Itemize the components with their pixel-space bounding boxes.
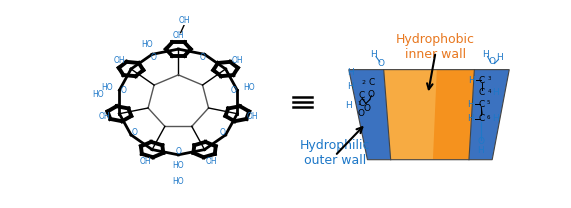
Text: O: O	[151, 53, 156, 62]
Text: O: O	[231, 87, 236, 95]
Text: HO: HO	[244, 83, 255, 92]
Text: HO: HO	[172, 161, 184, 170]
Text: H: H	[370, 50, 377, 59]
Text: 1: 1	[357, 101, 361, 106]
Text: HO: HO	[172, 177, 184, 186]
Text: O: O	[357, 109, 365, 118]
Text: O: O	[364, 104, 371, 113]
Text: C: C	[479, 88, 485, 97]
Text: O: O	[120, 87, 126, 95]
Text: OH: OH	[206, 157, 217, 166]
Text: O: O	[200, 53, 206, 62]
Text: OH: OH	[113, 56, 124, 65]
Polygon shape	[349, 70, 391, 160]
Text: H: H	[492, 88, 499, 97]
Text: 6: 6	[486, 115, 490, 120]
Text: C: C	[479, 76, 485, 85]
Polygon shape	[469, 70, 509, 160]
Text: OH: OH	[247, 112, 258, 121]
Text: HO: HO	[102, 83, 113, 92]
Text: C: C	[359, 99, 365, 108]
Text: Hydrophobic
inner wall: Hydrophobic inner wall	[396, 33, 475, 61]
Text: H: H	[347, 82, 354, 91]
Text: H: H	[492, 114, 499, 123]
Polygon shape	[384, 70, 475, 160]
Text: C: C	[368, 78, 375, 87]
Text: 4: 4	[488, 89, 491, 94]
Text: 2: 2	[362, 80, 366, 85]
Text: O: O	[378, 59, 385, 68]
Text: O: O	[220, 128, 226, 137]
Text: H: H	[345, 101, 352, 110]
Text: H: H	[482, 50, 489, 59]
Text: OH: OH	[232, 56, 243, 65]
Text: H: H	[497, 53, 503, 62]
Text: O: O	[477, 137, 484, 146]
Text: 5: 5	[486, 100, 490, 105]
Text: H: H	[477, 146, 484, 155]
Text: H: H	[468, 100, 475, 109]
Text: O: O	[489, 57, 496, 66]
Text: C: C	[478, 100, 484, 109]
Text: OH: OH	[179, 16, 190, 25]
Text: C: C	[359, 91, 365, 100]
Text: 3: 3	[488, 76, 491, 80]
Text: H: H	[347, 68, 354, 77]
Text: OH: OH	[139, 157, 151, 166]
Text: O: O	[175, 147, 181, 156]
Text: HO: HO	[93, 90, 104, 99]
Text: O: O	[131, 128, 137, 137]
Text: OH: OH	[98, 112, 110, 121]
Text: H: H	[468, 114, 475, 123]
Text: HO: HO	[141, 40, 152, 49]
Polygon shape	[384, 70, 437, 160]
Text: OH: OH	[172, 31, 184, 40]
Text: Hydrophilic
outer wall: Hydrophilic outer wall	[300, 139, 370, 167]
Text: H: H	[468, 76, 475, 85]
Text: C: C	[478, 114, 484, 123]
Text: O: O	[368, 90, 375, 99]
